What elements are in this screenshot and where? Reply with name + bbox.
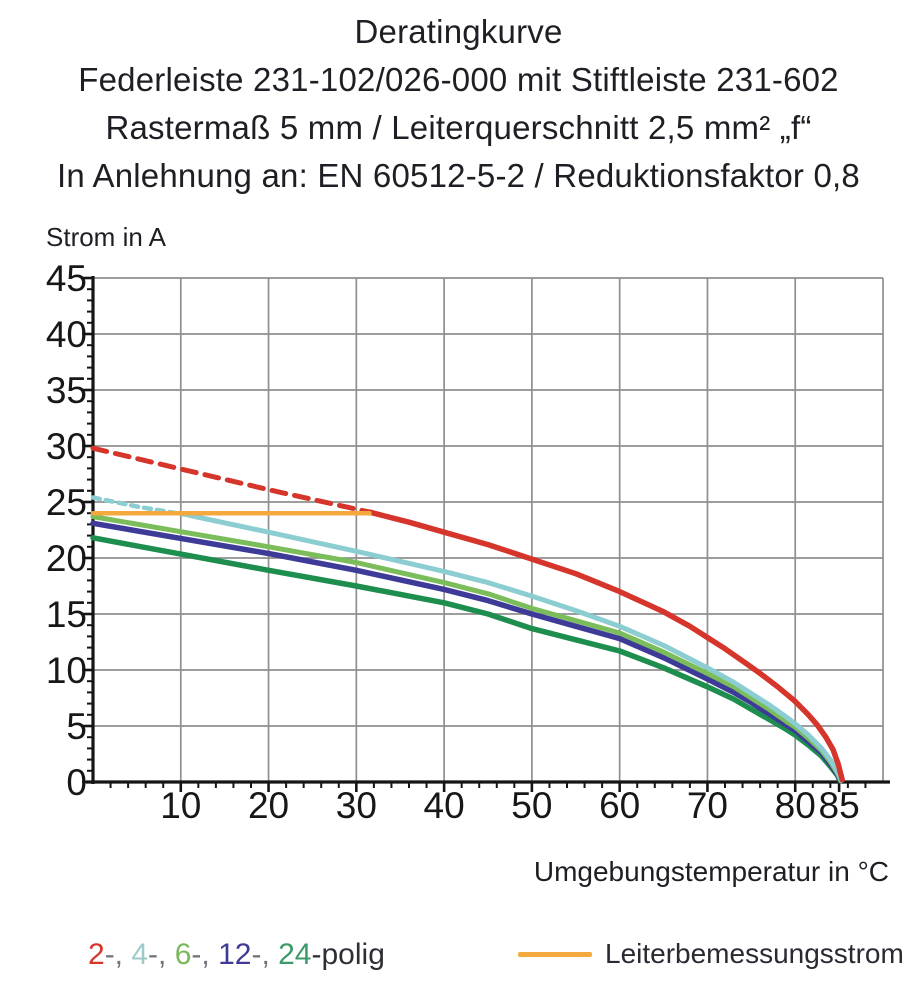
x-tick-label: 10 <box>160 785 201 826</box>
x-tick-label: 60 <box>599 785 640 826</box>
x-tick-label: 70 <box>687 785 728 826</box>
x-tick-label: 30 <box>336 785 377 826</box>
page-title: Deratingkurve <box>354 13 563 50</box>
curve-24-polig-solid <box>90 535 843 784</box>
legend-separator: -, <box>148 938 175 971</box>
y-tick-label: 5 <box>66 706 87 747</box>
legend-pole-label: 12 <box>218 938 252 971</box>
curve-2-polig-solid <box>366 509 845 783</box>
x-tick-label: 80 <box>775 785 816 826</box>
y-tick-label: 35 <box>46 370 87 411</box>
legend-pole-label: 4 <box>131 938 149 971</box>
rated-current-line-swatch <box>518 951 592 957</box>
x-axis-title: Umgebungstemperatur in °C <box>533 856 889 887</box>
legend-separator: -, <box>251 938 279 971</box>
legend-separator: -, <box>104 938 132 971</box>
y-tick-label: 10 <box>46 650 87 691</box>
rated-current-legend: Leiterbemessungsstrom <box>518 938 904 970</box>
subtitle-line-2: Rastermaß 5 mm / Leiterquerschnitt 2,5 m… <box>105 109 812 146</box>
pole-count-legend: 2-, 4-, 6-, 12-, 24-polig <box>88 938 385 972</box>
rated-current-legend-label: Leiterbemessungsstrom <box>605 938 904 969</box>
legend-pole-label: 24 <box>278 938 312 971</box>
y-tick-label: 0 <box>66 762 87 803</box>
legend-separator: -, <box>191 938 219 971</box>
y-tick-label: 20 <box>46 538 87 579</box>
x-tick-label: 40 <box>424 785 465 826</box>
curve-4-polig-solid <box>187 512 844 783</box>
y-axis-title: Strom in A <box>46 222 166 252</box>
subtitle-line-3: In Anlehnung an: EN 60512-5-2 / Reduktio… <box>57 157 860 194</box>
y-tick-label: 40 <box>46 314 87 355</box>
y-tick-label: 30 <box>46 426 87 467</box>
x-tick-label: 20 <box>248 785 289 826</box>
y-tick-label: 15 <box>46 594 87 635</box>
legend-pole-label: 2 <box>88 938 105 971</box>
legend-suffix: -polig <box>311 938 385 971</box>
subtitle-line-1: Federleiste 231-102/026-000 mit Stiftlei… <box>78 61 839 98</box>
title-block: Deratingkurve Federleiste 231-102/026-00… <box>0 8 917 200</box>
legend-pole-label: 6 <box>174 938 192 971</box>
x-tick-label: 50 <box>511 785 552 826</box>
y-tick-label: 45 <box>46 258 87 299</box>
y-tick-label: 25 <box>46 482 87 523</box>
curve-2-polig-dashed <box>90 445 372 515</box>
x-tick-label: 85 <box>819 785 860 826</box>
